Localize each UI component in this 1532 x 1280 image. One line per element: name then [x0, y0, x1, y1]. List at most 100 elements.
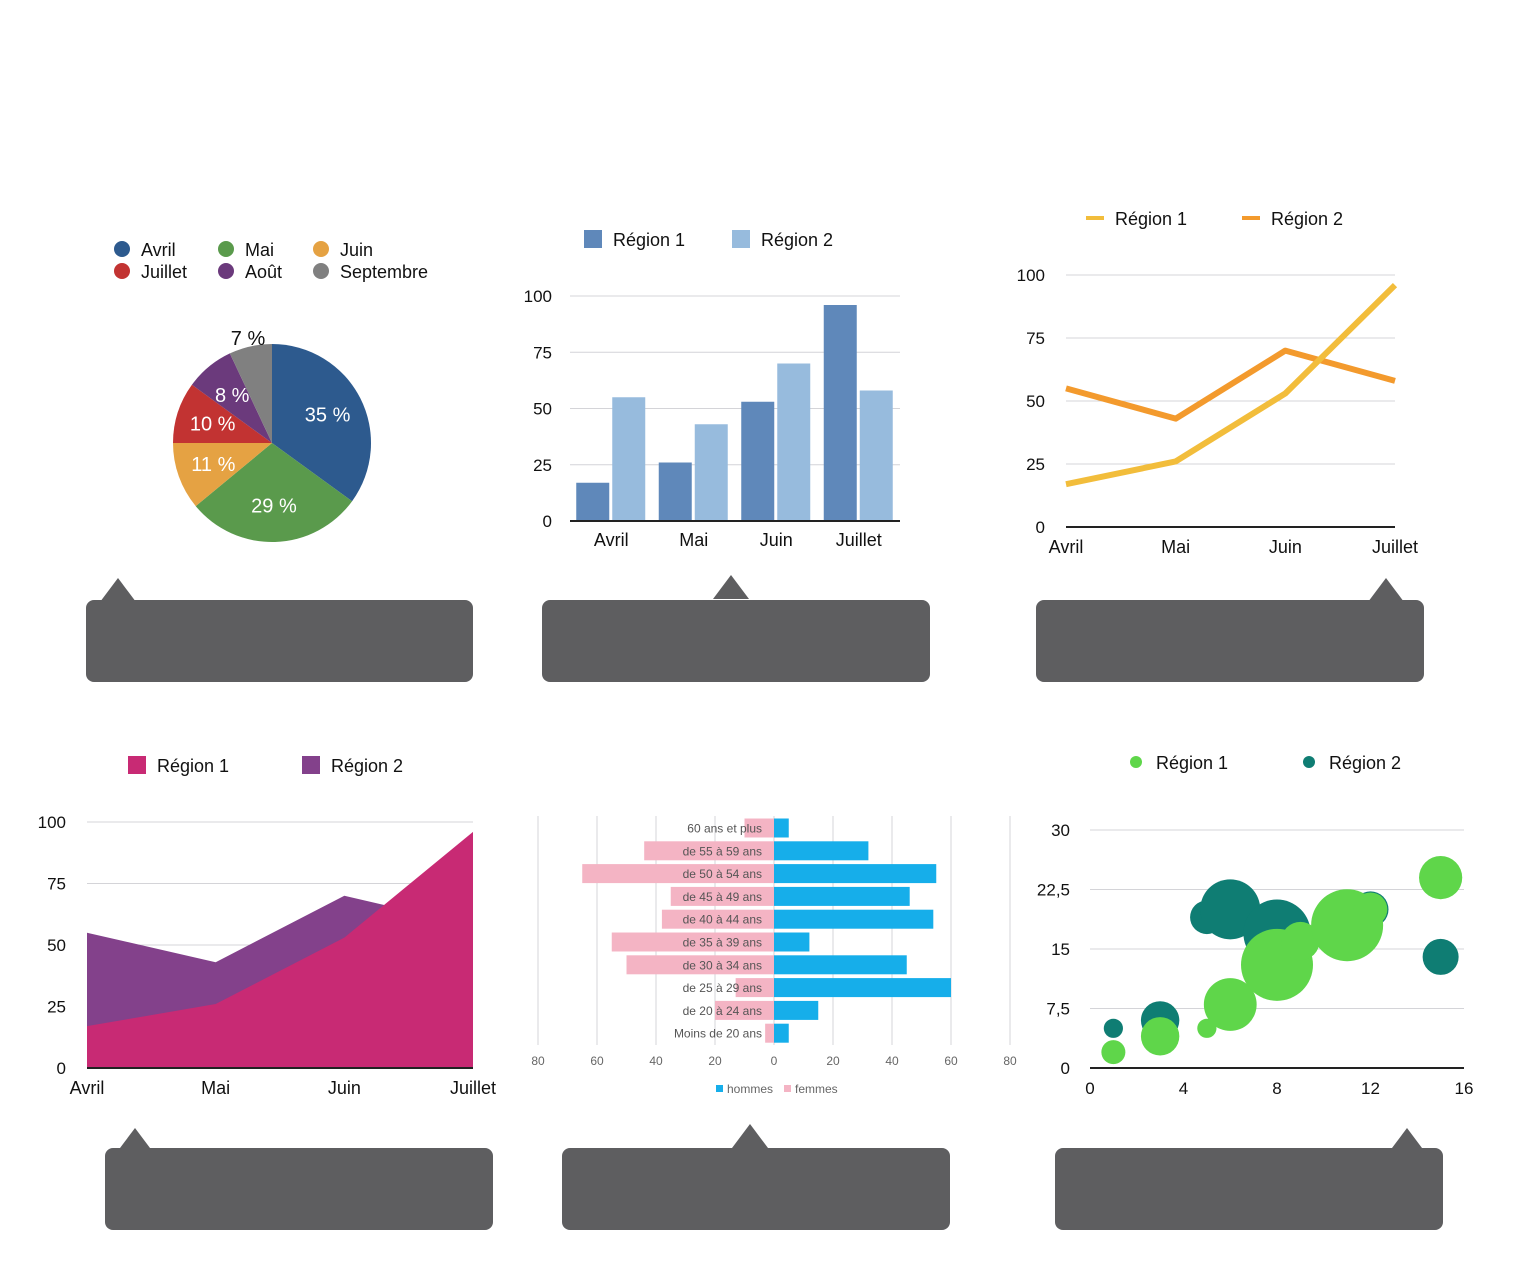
pie-data-label: 29 %	[251, 495, 297, 517]
bar-hommes	[774, 1000, 819, 1020]
series-line	[1065, 282, 1398, 488]
legend-label: Région 2	[331, 756, 403, 776]
x-tick-label: Avril	[594, 530, 629, 550]
pie-data-label: 8 %	[215, 385, 250, 407]
x-tick-label: 4	[1179, 1079, 1188, 1098]
y-tick-label: 15	[1051, 940, 1070, 959]
callout-bubble[interactable]	[1055, 1128, 1443, 1230]
bar	[612, 397, 646, 521]
category-label: Moins de 20 ans	[674, 1027, 762, 1041]
x-tick-label: 0	[771, 1054, 778, 1068]
callout-line[interactable]	[1036, 578, 1424, 682]
x-tick-label: 60	[944, 1054, 958, 1068]
legend-label: Juin	[340, 240, 373, 260]
x-tick-label: Juillet	[836, 530, 882, 550]
bar	[777, 363, 811, 521]
bar-femmes	[715, 1000, 774, 1020]
callout-bar[interactable]	[542, 575, 930, 682]
legend-label: Août	[245, 262, 282, 282]
legend-marker-0	[128, 756, 146, 774]
x-tick-label: Mai	[1161, 537, 1190, 557]
bar-hommes	[774, 932, 810, 952]
legend-marker-1	[732, 230, 750, 248]
y-tick-label: 100	[1017, 266, 1045, 285]
legend-label: Région 1	[157, 756, 229, 776]
bar	[823, 305, 857, 521]
category-label: de 45 à 49 ans	[683, 890, 762, 904]
x-tick-label: Avril	[1049, 537, 1084, 557]
bubble	[1281, 921, 1320, 961]
legend-label: Région 2	[1329, 753, 1401, 773]
x-tick-label: Mai	[679, 530, 708, 550]
bar-femmes	[582, 864, 774, 884]
y-tick-label: 75	[533, 343, 552, 362]
legend-marker-5	[313, 263, 329, 279]
y-tick-label: 50	[1026, 392, 1045, 411]
y-tick-label: 100	[524, 287, 552, 306]
callout-area[interactable]	[105, 1128, 493, 1230]
x-tick-label: 40	[885, 1054, 899, 1068]
category-label: de 40 à 44 ans	[683, 913, 762, 927]
y-tick-label: 25	[533, 456, 552, 475]
x-tick-label: 20	[826, 1054, 840, 1068]
pie-data-label: 35 %	[305, 405, 351, 427]
legend-label: Région 2	[761, 230, 833, 250]
pie-slice-2	[173, 443, 272, 507]
bubble	[1203, 978, 1257, 1031]
bar-hommes	[774, 864, 937, 884]
callout-pie[interactable]	[86, 578, 473, 682]
bar-hommes	[774, 1023, 789, 1043]
category-label: 60 ans et plus	[687, 822, 762, 836]
x-tick-label: Mai	[201, 1078, 230, 1098]
bar-femmes	[735, 978, 774, 998]
x-tick-label: 40	[649, 1054, 663, 1068]
y-tick-label: 50	[47, 936, 66, 955]
bar-femmes	[744, 818, 774, 838]
pie-slice-0	[272, 344, 372, 502]
bar	[694, 424, 728, 521]
bar-femmes	[626, 955, 774, 975]
y-tick-label: 50	[533, 400, 552, 419]
legend-marker-3	[218, 263, 234, 279]
y-tick-label: 7,5	[1046, 1000, 1070, 1019]
x-tick-label: Juin	[1269, 537, 1302, 557]
bar	[859, 390, 893, 521]
pie-slice-1	[195, 443, 353, 542]
bar	[741, 401, 775, 521]
legend-marker-0	[114, 241, 130, 257]
x-tick-label: 80	[531, 1054, 545, 1068]
y-tick-label: 30	[1051, 821, 1070, 840]
legend-label: Région 2	[1271, 209, 1343, 229]
legend-label: Avril	[141, 240, 176, 260]
legend-marker-2	[218, 241, 234, 257]
bar-hommes	[774, 818, 789, 838]
legend-label: femmes	[795, 1082, 838, 1096]
x-tick-label: 8	[1272, 1079, 1281, 1098]
x-tick-label: Avril	[70, 1078, 105, 1098]
y-tick-label: 0	[57, 1059, 66, 1078]
x-tick-label: 16	[1455, 1079, 1474, 1098]
x-tick-label: Juin	[760, 530, 793, 550]
bar-hommes	[774, 909, 934, 929]
x-tick-label: Juillet	[450, 1078, 496, 1098]
x-tick-label: Juin	[328, 1078, 361, 1098]
category-label: de 35 à 39 ans	[683, 936, 762, 950]
bubble	[1101, 1040, 1126, 1065]
legend-marker-0	[584, 230, 602, 248]
y-tick-label: 25	[47, 998, 66, 1017]
legend-label: Juillet	[141, 262, 187, 282]
y-tick-label: 0	[543, 512, 552, 531]
legend-marker-1	[1303, 756, 1315, 768]
category-label: de 20 à 24 ans	[683, 1004, 762, 1018]
bubble	[1419, 856, 1463, 900]
series-line	[1065, 347, 1396, 422]
category-label: de 55 à 59 ans	[683, 844, 762, 858]
x-tick-label: 20	[708, 1054, 722, 1068]
pie-data-label: 7 %	[231, 328, 266, 350]
pie-slice-3	[173, 384, 272, 443]
legend-label: Région 1	[613, 230, 685, 250]
callout-pyramid[interactable]	[562, 1124, 950, 1230]
pie-slice-5	[229, 344, 272, 443]
bar-hommes	[774, 886, 910, 906]
